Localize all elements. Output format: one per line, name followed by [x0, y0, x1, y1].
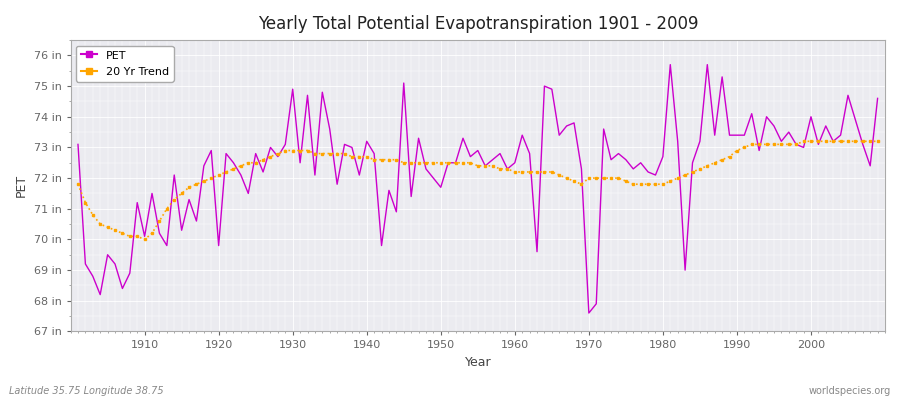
Title: Yearly Total Potential Evapotranspiration 1901 - 2009: Yearly Total Potential Evapotranspiratio…: [257, 15, 698, 33]
Text: worldspecies.org: worldspecies.org: [809, 386, 891, 396]
Legend: PET, 20 Yr Trend: PET, 20 Yr Trend: [76, 46, 174, 82]
Text: Latitude 35.75 Longitude 38.75: Latitude 35.75 Longitude 38.75: [9, 386, 164, 396]
Y-axis label: PET: PET: [15, 174, 28, 197]
X-axis label: Year: Year: [464, 356, 491, 369]
